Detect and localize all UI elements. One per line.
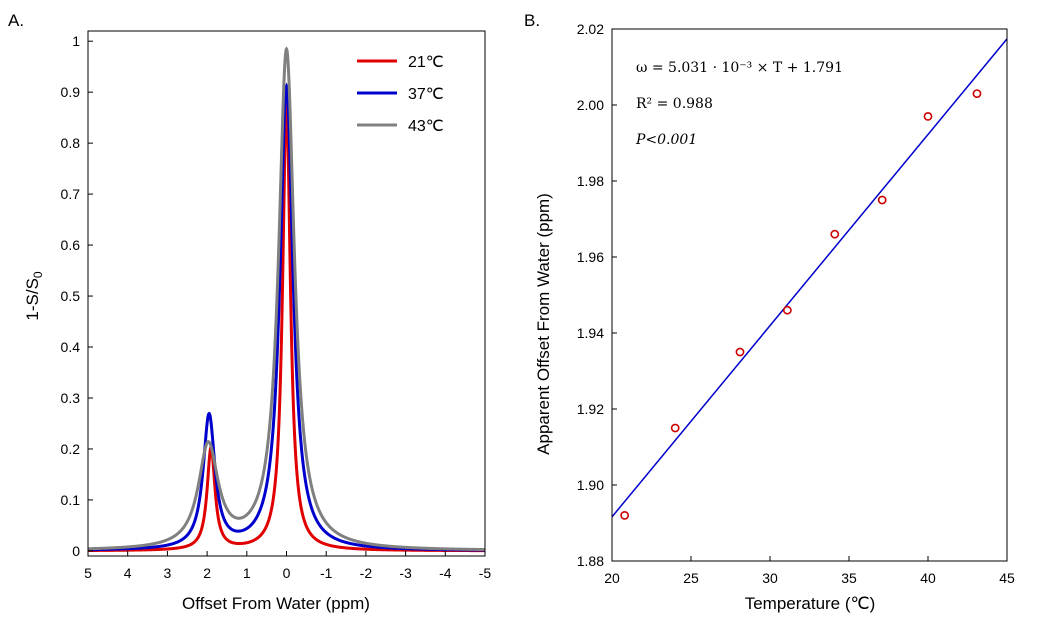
r-squared: R² = 0.988 <box>636 96 713 112</box>
panel-a-label: A. <box>8 11 24 30</box>
y-tick-label: 1.90 <box>577 477 604 493</box>
x-tick-label: 2 <box>203 565 211 581</box>
x-tick-label: 30 <box>762 570 778 586</box>
fit-equation: ω = 5.031 · 10⁻³ × T + 1.791 <box>636 60 843 76</box>
legend-label: 21℃ <box>408 54 444 71</box>
data-point <box>972 89 982 98</box>
x-tick-label: 25 <box>683 570 699 586</box>
legend-label: 43℃ <box>408 118 444 135</box>
series-line-1 <box>88 101 485 553</box>
data-point <box>782 305 792 315</box>
x-tick-label: 20 <box>604 570 620 586</box>
y-tick-label: 0.7 <box>61 186 81 202</box>
data-point <box>877 195 887 205</box>
y-tick-label: 0.8 <box>61 135 81 151</box>
x-tick-label: -3 <box>399 565 412 581</box>
panel-a-x-ticks: 5 4 3 2 1 0 -1 -2 -3 -4 -5 <box>84 551 491 581</box>
y-tick-label: 1.96 <box>577 249 604 265</box>
y-tick-label: 2.00 <box>577 97 604 113</box>
y-tick-label: 0.4 <box>61 339 81 355</box>
x-tick-label: 40 <box>920 570 936 586</box>
series-line-2 <box>88 82 485 552</box>
x-tick-label: 3 <box>164 565 172 581</box>
y-tick-label: 0.5 <box>61 288 81 304</box>
legend-label: 37℃ <box>408 86 444 103</box>
x-tick-label: 5 <box>84 565 92 581</box>
x-tick-label: -1 <box>320 565 333 581</box>
panel-b: B. 20 25 30 35 40 45 1.88 1.90 1.92 1.94 1.96 1.98… <box>524 11 1015 613</box>
panel-b-y-ticks: 1.88 1.90 1.92 1.94 1.96 1.98 2.00 2.02 <box>577 21 617 569</box>
x-tick-label: 45 <box>999 570 1015 586</box>
y-tick-label: 0.9 <box>61 84 81 100</box>
panel-b-plot <box>611 38 1008 520</box>
panel-b-x-ticks: 20 25 30 35 40 45 <box>604 556 1015 586</box>
x-tick-label: 35 <box>841 570 857 586</box>
y-tick-label: 1.94 <box>577 325 604 341</box>
y-tick-label: 0.2 <box>61 441 81 457</box>
y-tick-label: 2.02 <box>577 21 604 37</box>
panel-a-y-axis-label: 1-S/S0 <box>23 271 45 321</box>
x-tick-label: -2 <box>360 565 373 581</box>
y-tick-label: 1 <box>72 33 80 49</box>
panel-b-y-axis-label: Apparent Offset From Water (ppm) <box>534 193 553 455</box>
panel-a: A. 5 4 3 2 1 0 -1 -2 -3 -4 -5 00.10.20.30.40.50.60… <box>8 11 491 613</box>
series-line-3 <box>87 46 486 552</box>
data-point <box>923 112 933 121</box>
panel-a-legend: 21℃ 37℃ 43℃ <box>357 54 444 135</box>
y-tick-label: 0 <box>72 543 80 559</box>
y-tick-label: 0.6 <box>61 237 81 253</box>
x-tick-label: -5 <box>479 565 492 581</box>
data-point <box>620 511 630 520</box>
panel-a-y-ticks: 0 0.1 0.2 0.3 0.4 0.5 0.6 0.7 0.8 0.9 1 <box>61 33 93 559</box>
y-tick-label: 1.92 <box>577 401 604 417</box>
x-tick-label: 4 <box>124 565 132 581</box>
y-tick-label: 1.98 <box>577 173 604 189</box>
x-tick-label: -4 <box>439 565 452 581</box>
panel-b-x-axis-label: Temperature (℃) <box>745 594 876 613</box>
panel-a-plot <box>87 46 486 553</box>
data-point <box>735 347 745 357</box>
data-point <box>670 423 680 433</box>
fit-line <box>611 38 1008 518</box>
y-tick-label: 0.3 <box>61 390 81 406</box>
y-tick-label: 1.88 <box>577 553 604 569</box>
panel-b-label: B. <box>524 11 540 30</box>
panel-a-x-axis-label: Offset From Water (ppm) <box>182 594 370 613</box>
panel-b-frame <box>611 28 1008 562</box>
x-tick-label: 1 <box>243 565 251 581</box>
data-point <box>830 229 840 239</box>
x-tick-label: 0 <box>283 565 291 581</box>
p-value: P<0.001 <box>635 132 697 148</box>
y-tick-label: 0.1 <box>61 492 81 508</box>
